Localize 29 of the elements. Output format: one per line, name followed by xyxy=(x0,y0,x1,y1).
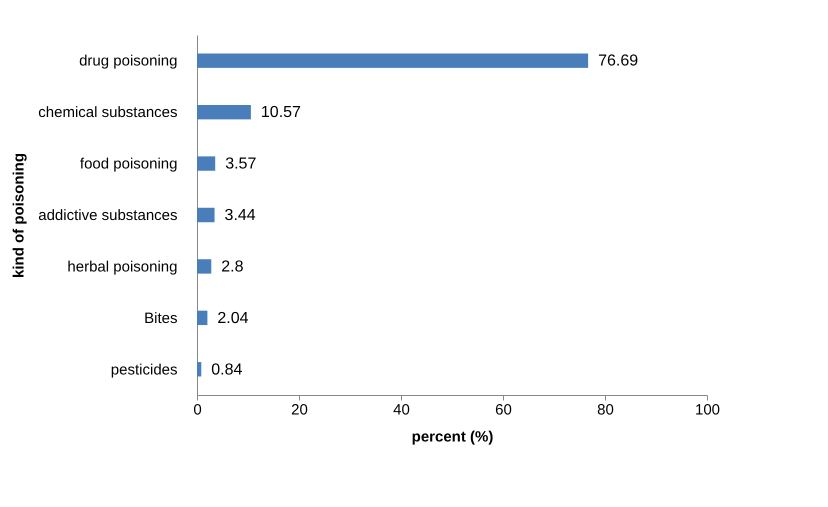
bar xyxy=(197,54,588,68)
bar xyxy=(197,310,208,326)
y-tick-label: herbal poisoning xyxy=(67,258,178,276)
bar xyxy=(197,104,251,120)
y-tick-label: Bites xyxy=(144,310,178,327)
y-axis-title: kind of poisoning xyxy=(10,153,28,278)
data-label: 0.84 xyxy=(211,361,243,378)
data-label: 3.57 xyxy=(225,156,256,173)
data-label: 76.69 xyxy=(598,52,638,70)
data-label: 3.44 xyxy=(224,207,256,224)
y-tick-label: chemical substances xyxy=(38,104,178,122)
y-tick-label: addictive substances xyxy=(38,207,178,224)
x-tick-label: 40 xyxy=(393,402,410,418)
x-axis-title: percent (%) xyxy=(412,428,494,446)
y-tick-label: pesticides xyxy=(110,361,178,378)
data-label: 2.04 xyxy=(217,310,249,327)
x-tick-label: 0 xyxy=(193,402,202,418)
data-label: 10.57 xyxy=(260,104,302,122)
x-tick-label: 100 xyxy=(694,402,720,418)
y-tick-label: drug poisoning xyxy=(79,52,178,70)
x-tick-label: 60 xyxy=(495,402,512,418)
bar xyxy=(197,208,215,222)
x-tick-label: 80 xyxy=(597,402,614,418)
data-label: 2.8 xyxy=(221,258,244,276)
y-tick-label: food poisoning xyxy=(80,156,178,173)
x-tick-label: 20 xyxy=(291,402,308,418)
bar xyxy=(197,259,212,274)
bar xyxy=(197,156,216,171)
bar xyxy=(197,362,202,376)
